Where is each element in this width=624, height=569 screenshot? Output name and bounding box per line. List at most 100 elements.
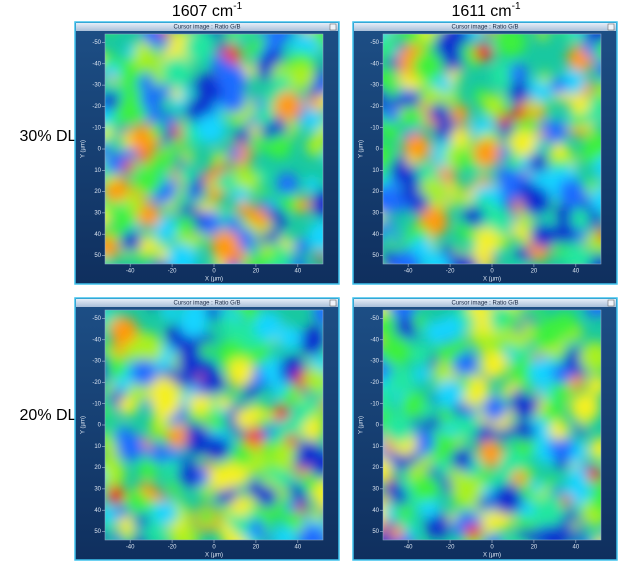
x-tick-label: -20 — [168, 269, 177, 275]
heatmap-blobs — [105, 310, 323, 540]
heatmap-blob — [285, 433, 298, 447]
heatmap-blob — [566, 467, 588, 489]
heatmap-blob — [561, 495, 573, 507]
x-tick-label: -40 — [126, 269, 135, 275]
heatmap-blob — [553, 221, 577, 245]
window-button — [329, 299, 337, 307]
heatmap-blob — [599, 310, 601, 313]
heatmap-blob — [267, 134, 292, 159]
heatmap-blob — [383, 456, 393, 483]
heatmap-blob — [383, 186, 400, 215]
y-tick-label: 30 — [372, 486, 379, 492]
heatmap-blob — [295, 440, 321, 466]
heatmap-blob — [491, 483, 523, 515]
y-tick-label: 20 — [372, 465, 379, 471]
heatmap-blob — [456, 150, 475, 170]
y-tick-label: -50 — [370, 316, 379, 322]
y-tick-label: 50 — [94, 529, 101, 535]
heatmap-blob — [216, 310, 227, 316]
heatmap-blob — [132, 45, 159, 71]
heatmap-blob — [259, 241, 274, 257]
heatmap-blob — [224, 216, 240, 232]
panel: Cursor image : Ratio G/B -50 -40 -30 -20 -10 0… — [74, 297, 340, 561]
y-tick-label: 20 — [94, 465, 101, 471]
y-tick-label: -20 — [370, 380, 379, 386]
y-tick-label: 40 — [372, 508, 379, 514]
heatmap-blob — [515, 421, 536, 442]
heatmap-blob — [130, 359, 158, 387]
heatmap-blob — [516, 247, 531, 262]
heatmap-blob — [435, 379, 465, 408]
heatmap-blob — [548, 434, 575, 461]
heatmap-blob — [482, 396, 508, 421]
heatmap-blob — [383, 335, 412, 367]
y-tick-label: 0 — [98, 147, 102, 153]
x-axis-label: X (µm) — [205, 553, 223, 559]
heatmap-blob — [578, 417, 591, 429]
heatmap-blob — [133, 167, 162, 196]
heatmap-blob — [106, 485, 126, 505]
heatmap-blob — [149, 124, 165, 140]
heatmap-blob — [140, 89, 161, 110]
heatmap-blob — [179, 454, 193, 468]
heatmap-blob — [585, 34, 601, 43]
heatmap-blob — [234, 407, 258, 430]
y-tick-label: 10 — [94, 168, 101, 174]
panel: Cursor image : Ratio G/B -50 -40 -30 -20 -10 0… — [74, 21, 340, 285]
heatmap-blob — [255, 107, 275, 126]
heatmap-blob — [160, 34, 171, 38]
heatmap-blob — [509, 387, 540, 418]
heatmap-blob — [121, 533, 135, 540]
heatmap-blob — [227, 261, 241, 264]
heatmap-blob — [439, 459, 451, 472]
heatmap-blob — [426, 431, 458, 463]
heatmap-blob — [438, 315, 463, 340]
heatmap-blob — [383, 35, 388, 53]
heatmap-blob — [305, 135, 323, 157]
heatmap-blob — [383, 123, 401, 141]
heatmap-blob — [586, 466, 601, 482]
heatmap-blob — [585, 310, 601, 318]
heatmap-blob — [296, 503, 307, 514]
heatmap-blob — [225, 534, 246, 540]
y-tick-label: 30 — [372, 210, 379, 216]
heatmap-blob — [166, 243, 198, 264]
heatmap-blob — [249, 519, 266, 537]
heatmap-blob — [187, 187, 200, 200]
y-tick-label: 10 — [372, 168, 379, 174]
heatmap-blob — [285, 499, 299, 513]
heatmap-blob — [273, 404, 289, 421]
heatmap-blob — [151, 526, 169, 540]
x-tick-label: 0 — [212, 269, 216, 275]
heatmap-blob — [478, 470, 493, 485]
heatmap-blob — [246, 40, 263, 57]
heatmap-blob — [485, 34, 494, 36]
heatmap-blob — [208, 463, 237, 491]
panel-title-bar — [354, 23, 616, 31]
heatmap-blob — [410, 237, 434, 261]
x-axis-label: X (µm) — [205, 277, 223, 283]
heatmap-blob — [545, 129, 559, 144]
heatmap-blob — [452, 352, 478, 378]
heatmap-blob — [240, 258, 257, 264]
y-tick-label: 40 — [372, 232, 379, 238]
heatmap-blob — [160, 150, 178, 169]
x-tick-label: 20 — [531, 545, 538, 551]
heatmap-blob — [166, 426, 188, 448]
heatmap-blob — [273, 526, 297, 540]
heatmap-blob — [509, 63, 528, 83]
y-axis-label: Y (µm) — [81, 140, 87, 158]
heatmap-blob — [105, 255, 111, 264]
heatmap-blob — [281, 388, 296, 402]
window-button — [329, 23, 337, 31]
heatmap-blob — [105, 127, 113, 141]
heatmap-blob — [247, 451, 270, 474]
heatmap-blob — [134, 514, 149, 529]
heatmap-blob — [550, 78, 567, 95]
heatmap-blob — [111, 537, 122, 540]
y-tick-label: -20 — [92, 104, 101, 110]
heatmap-blob — [549, 380, 572, 403]
heatmap-blob — [563, 242, 593, 264]
heatmap-blob — [294, 238, 310, 255]
panel-title: Cursor image : Ratio G/B — [173, 301, 240, 307]
